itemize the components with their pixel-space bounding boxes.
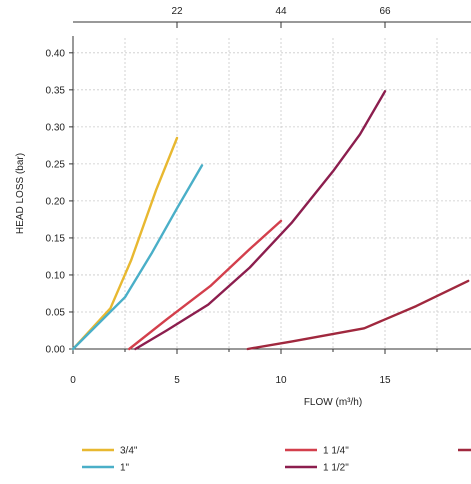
legend: 3/4" 1" 1 1/4" 1 1/2" [82, 446, 471, 474]
x-tick-label: 10 [275, 375, 287, 386]
tick-labels: 0.00 0.05 0.10 0.15 0.20 0.25 0.30 0.35 0.40 0 5 10… [15, 6, 391, 408]
x-axis-title: FLOW (m³/h) [304, 397, 362, 408]
top-tick-label: 66 [379, 6, 391, 17]
legend-label-4: 1 1/2" [323, 463, 349, 474]
y-tick-label: 0.15 [46, 233, 66, 244]
grid [73, 38, 471, 349]
y-tick-label: 0.35 [46, 85, 66, 96]
y-axis-title: HEAD LOSS (bar) [15, 153, 26, 234]
series-line-3 [127, 219, 283, 351]
series-line-1 [71, 136, 179, 351]
y-tick-label: 0.40 [46, 48, 66, 59]
legend-label-1: 3/4" [120, 446, 138, 457]
x-tick-label: 5 [174, 375, 180, 386]
series-line-4 [134, 90, 387, 351]
series-lines [71, 90, 470, 351]
y-tick-label: 0.10 [46, 270, 66, 281]
x-tick-label: 0 [70, 375, 76, 386]
series-line-5 [246, 279, 470, 351]
y-tick-label: 0.30 [46, 122, 66, 133]
top-tick-label: 22 [171, 6, 183, 17]
series-line-2 [71, 164, 204, 351]
top-tick-label: 44 [275, 6, 287, 17]
x-tick-label: 15 [379, 375, 391, 386]
y-tick-label: 0.20 [46, 196, 66, 207]
legend-label-2: 1" [120, 463, 130, 474]
axes [69, 21, 471, 354]
y-tick-label: 0.25 [46, 159, 66, 170]
y-tick-label: 0.00 [46, 345, 66, 356]
legend-label-3: 1 1/4" [323, 446, 349, 457]
y-tick-label: 0.05 [46, 307, 66, 318]
